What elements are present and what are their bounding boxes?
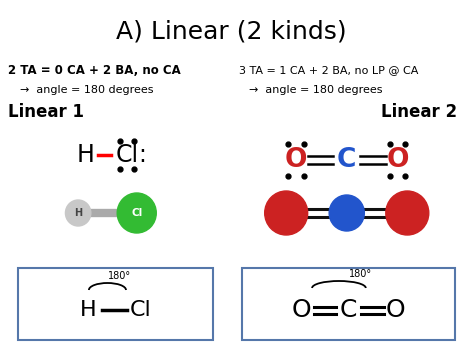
Text: H: H [74, 208, 82, 218]
Text: O: O [285, 147, 307, 173]
Text: →  angle = 180 degrees: → angle = 180 degrees [249, 85, 383, 95]
Text: O: O [386, 147, 409, 173]
Circle shape [117, 193, 156, 233]
Circle shape [65, 200, 91, 226]
Text: H: H [77, 143, 95, 167]
Text: :: : [139, 143, 146, 167]
Text: 2 TA = 0 CA + 2 BA, no CA: 2 TA = 0 CA + 2 BA, no CA [8, 64, 181, 76]
Text: 3 TA = 1 CA + 2 BA, no LP @ CA: 3 TA = 1 CA + 2 BA, no LP @ CA [239, 65, 419, 75]
FancyBboxPatch shape [242, 268, 455, 340]
Text: C: C [340, 298, 357, 322]
Text: Cl: Cl [115, 143, 138, 167]
Circle shape [329, 195, 365, 231]
Text: A) Linear (2 kinds): A) Linear (2 kinds) [116, 20, 347, 44]
Text: 180°: 180° [108, 271, 131, 281]
FancyBboxPatch shape [18, 268, 213, 340]
Text: O: O [386, 298, 405, 322]
Text: Cl: Cl [130, 300, 152, 320]
Text: O: O [292, 298, 311, 322]
Text: H: H [80, 300, 96, 320]
Text: C: C [337, 147, 356, 173]
Text: Cl: Cl [131, 208, 142, 218]
Text: →  angle = 180 degrees: → angle = 180 degrees [19, 85, 153, 95]
Text: Linear 2: Linear 2 [381, 103, 457, 121]
Text: Linear 1: Linear 1 [8, 103, 84, 121]
Circle shape [264, 191, 308, 235]
Text: 180°: 180° [349, 269, 372, 279]
Circle shape [386, 191, 429, 235]
